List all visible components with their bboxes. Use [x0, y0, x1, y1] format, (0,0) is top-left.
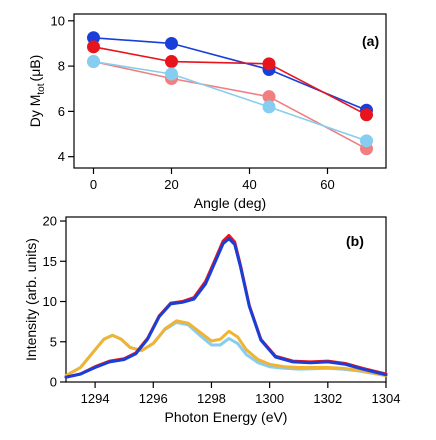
- panel-b: 1294 1296 1298 1300 1302 1304 0 5 10 15 20 Photon E…: [23, 214, 400, 425]
- y-tick-label: 20: [43, 214, 57, 229]
- x-tick-label: 1300: [255, 391, 284, 406]
- panel-label: (a): [362, 33, 379, 49]
- x-axis-label: Angle (deg): [194, 195, 266, 211]
- data-point: [87, 55, 100, 69]
- plot-frame: [65, 216, 387, 383]
- x-tick-label: 1304: [372, 391, 401, 406]
- x-tick-label: 1294: [81, 391, 110, 406]
- x-tick-label: 20: [164, 177, 178, 192]
- x-tick-label: 1298: [197, 391, 226, 406]
- data-point: [360, 134, 373, 148]
- y-tick-label: 5: [50, 334, 57, 349]
- data-point: [165, 67, 178, 81]
- series-line: [64, 319, 388, 378]
- series-line: [92, 45, 368, 116]
- data-point: [165, 36, 178, 50]
- y-tick-label: 8: [58, 59, 65, 74]
- data-point: [165, 55, 178, 69]
- y-tick-label: 10: [43, 294, 57, 309]
- x-tick-label: 1296: [139, 391, 168, 406]
- x-tick-label: 0: [90, 177, 97, 192]
- x-tick-label: 60: [320, 177, 334, 192]
- plot-frame: [73, 13, 387, 169]
- data-point: [262, 90, 276, 104]
- series-line: [92, 60, 368, 150]
- panel-label: (b): [346, 233, 364, 249]
- series-line: [64, 234, 388, 379]
- data-point: [360, 108, 373, 122]
- panel-a: 0 20 40 60 4 6 8 10 Angle (deg) Dy Mtot(μB) (a): [27, 13, 387, 211]
- data-point: [262, 100, 276, 114]
- data-point: [262, 57, 276, 71]
- y-tick-label: 15: [43, 254, 57, 269]
- data-point: [87, 40, 100, 54]
- series-line: [92, 36, 368, 112]
- x-axis-label: Photon Energy (eV): [165, 409, 288, 425]
- y-tick-label: 4: [58, 149, 65, 164]
- y-tick-label: 6: [58, 104, 65, 119]
- series-line: [92, 60, 368, 142]
- y-tick-label: 10: [51, 13, 65, 28]
- x-tick-label: 40: [242, 177, 256, 192]
- y-axis-label: Intensity (arb. units): [23, 238, 39, 361]
- series-line: [64, 237, 388, 379]
- y-axis-label: Dy Mtot(μB): [27, 55, 47, 128]
- x-tick-label: 1302: [313, 391, 342, 406]
- y-tick-label: 0: [50, 375, 57, 390]
- data-point: [87, 31, 100, 45]
